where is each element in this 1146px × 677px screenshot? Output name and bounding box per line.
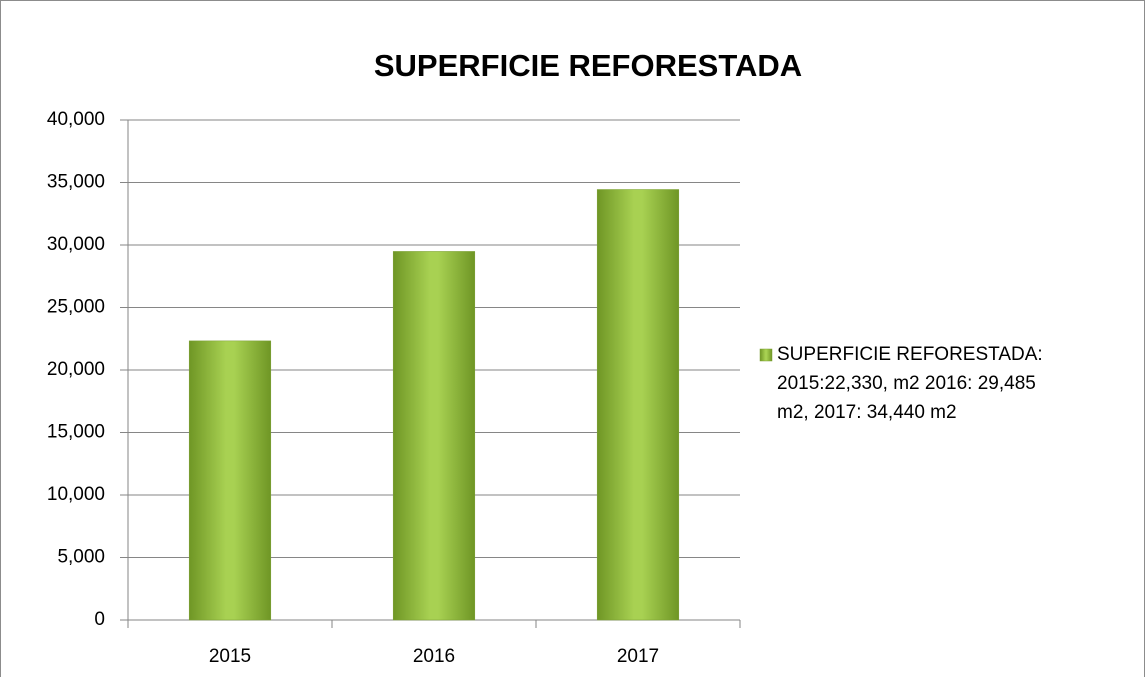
legend-marker: [759, 348, 773, 362]
y-tick-label: 35,000: [47, 172, 105, 193]
chart-title: SUPERFICIE REFORESTADA: [374, 48, 802, 83]
y-tick-label: 40,000: [47, 109, 105, 130]
y-tick-label: 15,000: [47, 422, 105, 443]
y-tick-label: 20,000: [47, 359, 105, 380]
x-tick-label: 2017: [617, 646, 659, 667]
y-tick-label: 25,000: [47, 297, 105, 318]
y-tick-label: 0: [94, 609, 105, 630]
legend-label: SUPERFICIE REFORESTADA: 2015:22,330, m2 …: [777, 344, 1043, 423]
y-tick-label: 5,000: [57, 547, 105, 568]
bar: [392, 251, 476, 621]
bar: [596, 189, 680, 621]
y-tick-label: 30,000: [47, 234, 105, 255]
x-tick-label: 2016: [413, 646, 455, 667]
bar: [188, 340, 272, 621]
x-tick-label: 2015: [209, 646, 251, 667]
y-tick-label: 10,000: [47, 484, 105, 505]
